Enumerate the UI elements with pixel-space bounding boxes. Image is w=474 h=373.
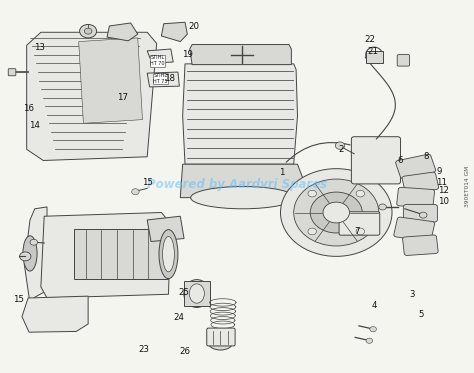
FancyBboxPatch shape <box>402 172 438 193</box>
Ellipse shape <box>23 236 37 271</box>
Text: 4: 4 <box>371 301 377 310</box>
Text: 19: 19 <box>182 50 193 59</box>
Text: 16: 16 <box>23 104 34 113</box>
Polygon shape <box>74 229 168 279</box>
Circle shape <box>370 327 376 332</box>
Text: 17: 17 <box>117 93 128 102</box>
Ellipse shape <box>159 230 178 279</box>
Circle shape <box>308 228 317 235</box>
Polygon shape <box>190 44 292 65</box>
Circle shape <box>379 204 386 210</box>
Ellipse shape <box>163 236 174 272</box>
FancyBboxPatch shape <box>403 204 438 222</box>
Text: 11: 11 <box>436 178 447 187</box>
Text: 7: 7 <box>355 226 360 236</box>
Circle shape <box>356 190 365 197</box>
Text: 390ET014 GM: 390ET014 GM <box>465 166 470 207</box>
Circle shape <box>366 338 373 343</box>
FancyBboxPatch shape <box>402 235 438 256</box>
Polygon shape <box>180 164 306 198</box>
FancyBboxPatch shape <box>394 217 435 241</box>
Text: STIHL
HT 70: STIHL HT 70 <box>150 56 165 66</box>
Text: 6: 6 <box>397 156 403 165</box>
Text: 20: 20 <box>188 22 199 31</box>
Text: Powered by Aardvri Spares: Powered by Aardvri Spares <box>147 178 327 191</box>
Circle shape <box>335 142 345 149</box>
Text: 14: 14 <box>29 121 40 130</box>
Circle shape <box>80 25 97 38</box>
Polygon shape <box>182 64 298 164</box>
Ellipse shape <box>184 280 210 307</box>
Polygon shape <box>147 216 184 241</box>
Text: 25: 25 <box>179 288 190 297</box>
Text: 24: 24 <box>174 313 185 322</box>
Circle shape <box>308 190 317 197</box>
Text: STIHL
HT 75: STIHL HT 75 <box>153 73 168 84</box>
Text: 13: 13 <box>34 43 45 51</box>
Ellipse shape <box>189 284 204 303</box>
Circle shape <box>294 179 379 246</box>
FancyBboxPatch shape <box>397 187 435 208</box>
FancyBboxPatch shape <box>396 154 436 179</box>
Polygon shape <box>24 207 47 304</box>
Polygon shape <box>366 51 383 63</box>
Polygon shape <box>79 38 143 123</box>
Circle shape <box>30 239 37 245</box>
Circle shape <box>419 212 427 218</box>
Text: 1: 1 <box>279 168 285 177</box>
Circle shape <box>310 192 362 233</box>
Ellipse shape <box>208 335 233 350</box>
FancyBboxPatch shape <box>207 328 235 346</box>
Polygon shape <box>184 281 210 306</box>
Polygon shape <box>107 23 138 41</box>
Circle shape <box>323 202 349 223</box>
Text: 15: 15 <box>13 295 24 304</box>
Text: 23: 23 <box>138 345 149 354</box>
Text: 10: 10 <box>438 197 449 206</box>
Text: 18: 18 <box>164 74 175 83</box>
Circle shape <box>281 169 392 256</box>
Text: 12: 12 <box>438 186 449 195</box>
Text: 5: 5 <box>419 310 424 319</box>
Circle shape <box>19 252 31 261</box>
FancyBboxPatch shape <box>397 54 410 66</box>
Polygon shape <box>27 32 156 160</box>
Text: 3: 3 <box>409 290 415 299</box>
Polygon shape <box>147 49 173 63</box>
Text: 2: 2 <box>338 145 344 154</box>
Polygon shape <box>147 72 179 87</box>
FancyBboxPatch shape <box>351 137 401 184</box>
Polygon shape <box>161 22 187 41</box>
Circle shape <box>132 189 139 195</box>
Text: 15: 15 <box>142 178 153 187</box>
Text: 9: 9 <box>437 167 442 176</box>
Text: 8: 8 <box>423 152 429 161</box>
Circle shape <box>356 228 365 235</box>
Text: 26: 26 <box>180 347 191 356</box>
Ellipse shape <box>191 186 295 209</box>
FancyBboxPatch shape <box>8 69 16 76</box>
Circle shape <box>84 28 92 34</box>
Polygon shape <box>22 296 88 332</box>
Text: 21: 21 <box>368 47 379 56</box>
Text: 22: 22 <box>365 35 376 44</box>
Polygon shape <box>41 213 171 298</box>
FancyBboxPatch shape <box>339 212 380 235</box>
